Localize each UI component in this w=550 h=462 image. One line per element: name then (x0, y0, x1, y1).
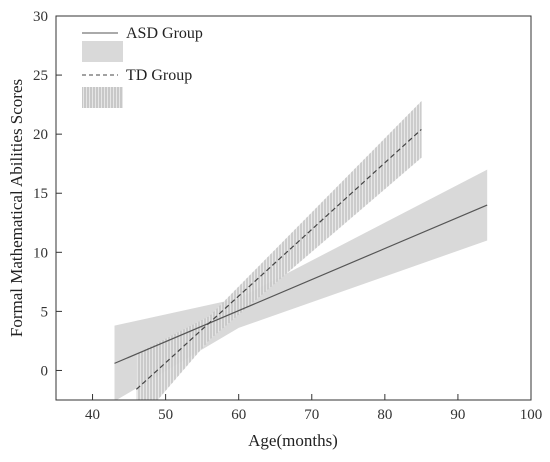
x-tick-label: 40 (85, 407, 100, 423)
y-tick-label: 20 (33, 127, 48, 143)
td-confidence-band (136, 101, 422, 400)
legend-td-band (82, 87, 123, 108)
x-axis-title: Age(months) (248, 431, 338, 450)
legend: ASD Group TD Group (82, 25, 203, 108)
legend-asd-band (82, 41, 123, 62)
x-tick-label: 50 (158, 407, 173, 423)
y-tick-label: 15 (33, 186, 48, 202)
x-tick-label: 90 (450, 407, 465, 423)
legend-asd-label: ASD Group (126, 25, 203, 42)
td-regression-line (135, 128, 422, 390)
y-tick-label: 0 (41, 363, 49, 379)
x-tick-label: 80 (377, 407, 392, 423)
y-axis-title: Formal Mathematical Abilities Scores (7, 79, 26, 337)
y-tick-label: 10 (33, 245, 48, 261)
x-tick-label: 60 (231, 407, 246, 423)
plot-frame (55, 15, 532, 401)
legend-td-label: TD Group (126, 67, 192, 84)
asd-regression-line (114, 204, 488, 364)
y-tick-label: 25 (33, 68, 48, 84)
x-tick-label: 100 (520, 407, 543, 423)
x-tick-label: 70 (304, 407, 319, 423)
y-tick-label: 5 (41, 304, 49, 320)
y-tick-label: 30 (33, 9, 48, 25)
